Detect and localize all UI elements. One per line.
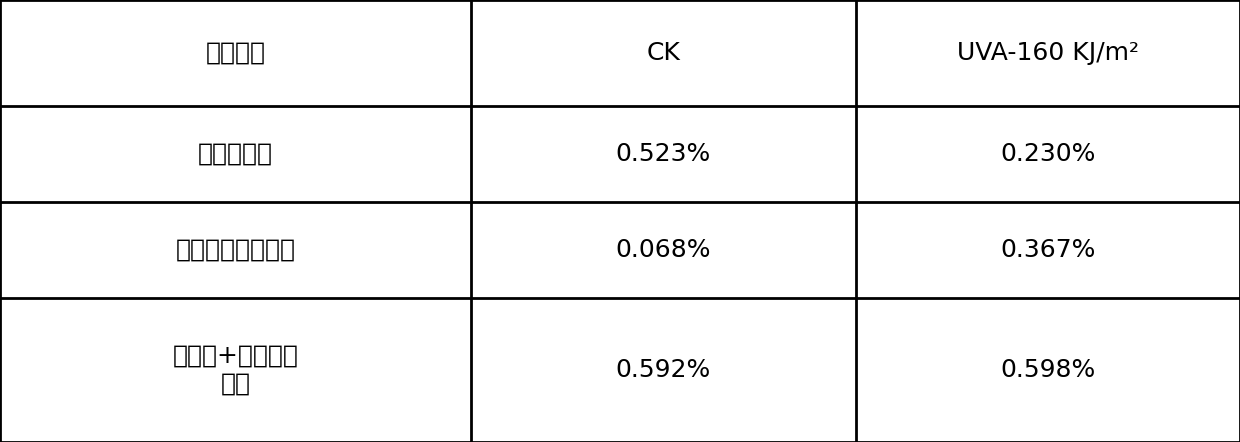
Text: 0.068%: 0.068% — [615, 238, 712, 262]
Text: 辐射剂量: 辐射剂量 — [206, 41, 265, 65]
Text: UVA-160 KJ/m²: UVA-160 KJ/m² — [957, 41, 1138, 65]
Text: CK: CK — [646, 41, 681, 65]
Text: 0.523%: 0.523% — [616, 142, 711, 166]
Text: 0.598%: 0.598% — [1001, 358, 1095, 382]
Text: 新北美圣草苷含量: 新北美圣草苷含量 — [176, 238, 295, 262]
Text: 柚皮苷含量: 柚皮苷含量 — [198, 142, 273, 166]
Text: 0.367%: 0.367% — [1001, 238, 1095, 262]
Text: 0.592%: 0.592% — [616, 358, 711, 382]
Text: 柚皮苷+新北美圣
草苷: 柚皮苷+新北美圣 草苷 — [172, 344, 299, 396]
Text: 0.230%: 0.230% — [1001, 142, 1095, 166]
